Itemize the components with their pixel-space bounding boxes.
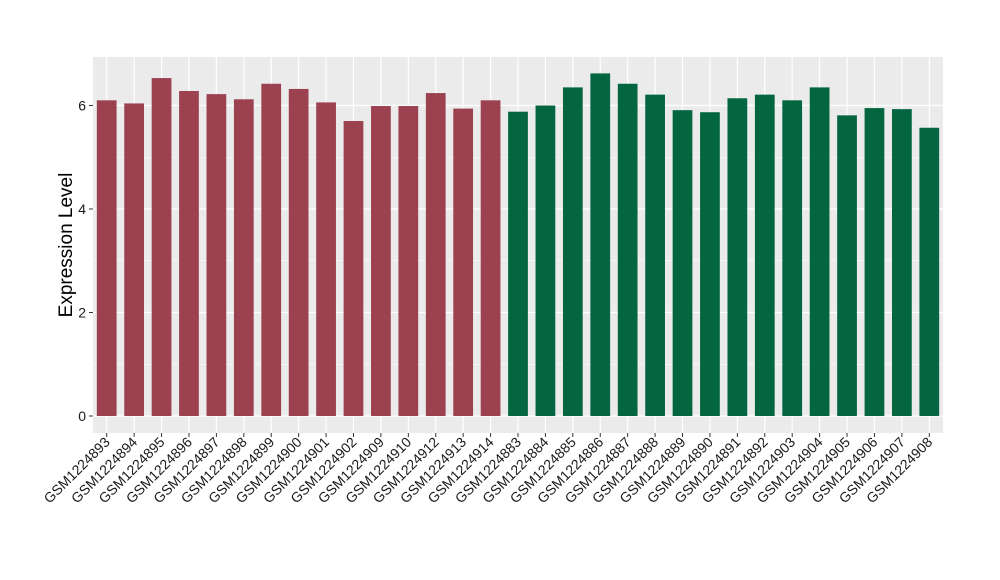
bar-GSM1224890 [700,112,720,416]
bar-GSM1224886 [590,73,611,416]
bar-GSM1224893 [96,100,117,416]
bar-GSM1224910 [398,106,419,416]
y-axis: 0 2 4 6 [78,98,93,424]
y-tick-label: 6 [78,98,86,114]
bar-GSM1224898 [233,99,254,416]
bar-GSM1224892 [754,94,775,416]
bar-GSM1224887 [617,83,638,416]
bar-GSM1224909 [371,106,391,416]
bar-GSM1224912 [425,93,446,416]
bar-GSM1224884 [535,105,556,416]
y-axis-title: Expression Level [56,173,77,318]
x-axis: GSM1224893GSM1224894GSM1224895GSM1224896… [40,433,936,506]
y-tick-label: 4 [78,201,86,217]
bar-GSM1224888 [645,94,665,416]
bars [96,73,940,417]
bar-GSM1224895 [151,78,172,416]
bar-GSM1224897 [206,94,227,417]
bar-GSM1224913 [453,108,474,416]
bar-GSM1224914 [480,100,501,416]
bar-GSM1224899 [261,83,282,416]
bar-GSM1224896 [179,91,199,416]
bar-GSM1224905 [837,115,857,417]
bar-GSM1224885 [562,87,583,416]
bar-GSM1224908 [919,127,940,416]
bar-GSM1224894 [124,103,144,417]
bar-GSM1224891 [727,98,748,416]
bar-GSM1224906 [864,108,885,417]
bar-GSM1224907 [892,109,912,416]
y-tick-label: 0 [78,408,86,424]
bar-GSM1224904 [809,87,830,416]
bar-GSM1224900 [288,88,309,416]
y-tick-label: 2 [78,305,86,321]
bar-GSM1224902 [343,121,364,417]
bar-GSM1224889 [672,110,693,416]
bar-GSM1224901 [316,102,336,417]
bar-GSM1224883 [508,111,528,417]
bar-GSM1224903 [782,100,803,416]
